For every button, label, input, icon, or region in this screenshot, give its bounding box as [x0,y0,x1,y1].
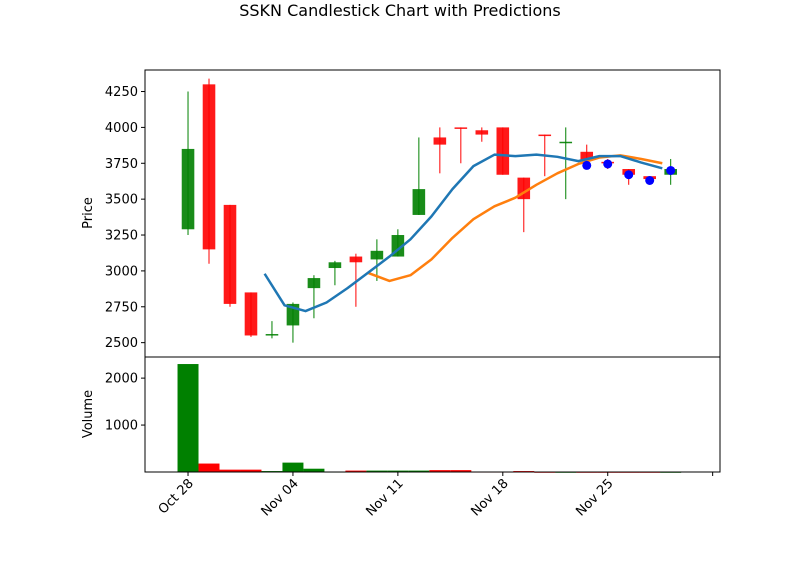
price-axis-label: Price [81,197,96,229]
volume-bar [198,463,220,472]
price-tick-label: 4000 [105,121,138,136]
candle-body [370,250,384,260]
volume-bar [282,462,304,472]
candle-body [580,151,594,161]
volume-bar [429,470,451,472]
price-tick-label: 3750 [105,157,138,172]
price-panel: 2500 2750 3000 3250 3500 3750 4000 4250 [105,69,721,358]
volume-tick-label: 1000 [105,419,138,434]
prediction-marker [624,170,634,180]
x-tick-label: Nov 25 [573,476,616,519]
candle-body [559,141,573,144]
candle-body [496,127,510,175]
volume-tick-label: 2000 [105,372,138,387]
candle-body [412,189,426,215]
volume-bar [366,470,388,472]
volume-axis-label: Volume [81,390,96,438]
x-tick-label: Nov 04 [259,476,302,519]
candle-body [265,334,279,336]
volume-bar [408,470,430,472]
candle-body [181,148,195,230]
candle-body [328,262,342,269]
prediction-marker [603,159,613,169]
ma-long-line [368,154,663,283]
volume-bar [450,470,472,472]
price-tick-label: 3500 [105,193,138,208]
price-tick-label: 3250 [105,229,138,244]
ma-short-line [263,153,663,313]
candle-body [538,134,552,137]
volume-bar [177,364,199,472]
x-tick-label: Nov 11 [364,476,407,519]
prediction-marker [666,165,676,175]
volume-bar [387,470,409,472]
price-tick-label: 2750 [105,300,138,315]
volume-panel-frame [144,356,721,473]
volume-bar [219,469,241,472]
candle-body [244,292,258,336]
prediction-marker [645,175,655,185]
chart-title: SSKN Candlestick Chart with Predictions [239,1,561,20]
volume-bar [303,468,325,472]
prediction-marker [582,160,592,170]
price-tick-label: 2500 [105,336,138,351]
candle-body [349,256,363,263]
candle-body [433,137,447,145]
candle-body [454,127,468,129]
x-tick-label: Oct 28 [156,476,197,517]
x-tick-label: Nov 18 [468,476,511,519]
x-axis: Oct 28 Nov 04 Nov 11 Nov 18 Nov 25 [156,472,714,519]
candle-body [475,130,489,135]
price-tick-label: 4250 [105,85,138,100]
volume-panel: 1000 2000 [105,356,721,473]
candle-body [307,278,321,289]
volume-bar [345,470,367,472]
candle-body [202,84,216,250]
price-tick-label: 3000 [105,264,138,279]
volume-bar [240,469,262,472]
candle-body [223,204,237,304]
